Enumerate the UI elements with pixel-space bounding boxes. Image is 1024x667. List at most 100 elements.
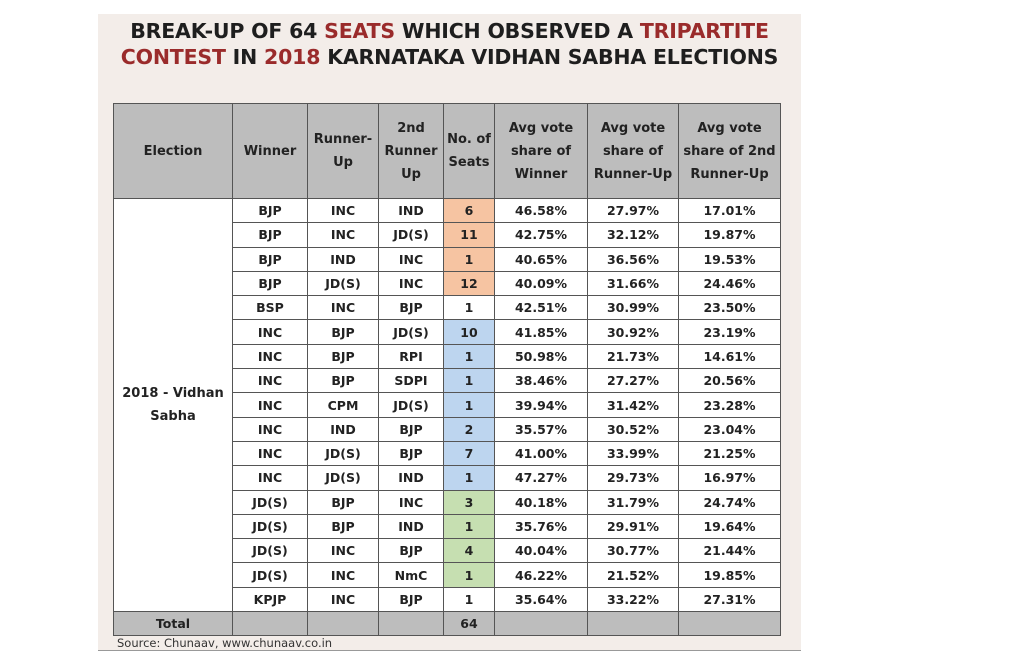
- runner-up-share-cell: 30.77%: [587, 538, 679, 564]
- table-row: JD(S) BJP IND 1 35.76% 29.91% 19.64%: [114, 513, 781, 540]
- title-segment: 2018: [264, 45, 321, 69]
- runner-up-share-cell: 29.73%: [587, 465, 679, 491]
- runner-up-share-cell: 21.73%: [587, 343, 679, 370]
- runner-up-share-cell: 31.42%: [587, 392, 679, 418]
- winner-share-cell: 39.94%: [494, 392, 588, 418]
- runner-up-share-cell: 33.22%: [587, 586, 679, 613]
- empty-cell: [678, 611, 781, 637]
- second-runner-up-share-cell: 24.74%: [678, 489, 781, 515]
- table-row: JD(S) BJP INC 3 40.18% 31.79% 24.74%: [114, 489, 781, 515]
- seats-cell: 6: [443, 197, 495, 224]
- runner-up-cell: JD(S): [307, 270, 379, 297]
- runner-up-cell: INC: [307, 197, 379, 224]
- runner-up-cell: INC: [307, 222, 379, 248]
- winner-share-cell: 46.58%: [494, 197, 588, 224]
- runner-up-cell: BJP: [307, 489, 379, 515]
- winner-share-cell: 50.98%: [494, 343, 588, 370]
- runner-up-share-cell: 33.99%: [587, 440, 679, 467]
- second-runner-up-share-cell: 19.87%: [678, 222, 781, 248]
- runner-up-share-cell: 36.56%: [587, 246, 679, 272]
- title-line-1: BREAK-UP OF 64 SEATS WHICH OBSERVED A TR…: [98, 18, 801, 44]
- second-runner-up-share-cell: 23.28%: [678, 392, 781, 418]
- winner-cell: BJP: [232, 197, 308, 224]
- runner-up-share-cell: 21.52%: [587, 562, 679, 588]
- empty-cell: [494, 611, 588, 637]
- seats-cell: 7: [443, 440, 495, 467]
- second-runner-up-cell: NmC: [378, 562, 444, 588]
- winner-share-cell: 42.75%: [494, 222, 588, 248]
- winner-cell: INC: [232, 440, 308, 467]
- winner-share-cell: 42.51%: [494, 295, 588, 321]
- seats-cell: 1: [443, 586, 495, 613]
- seats-cell: 12: [443, 270, 495, 297]
- winner-cell: JD(S): [232, 562, 308, 588]
- second-runner-up-cell: RPI: [378, 343, 444, 370]
- second-runner-up-cell: INC: [378, 270, 444, 297]
- winner-share-cell: 35.76%: [494, 513, 588, 540]
- runner-up-share-cell: 27.27%: [587, 368, 679, 394]
- second-runner-up-cell: JD(S): [378, 319, 444, 345]
- runner-up-cell: IND: [307, 416, 379, 442]
- runner-up-cell: JD(S): [307, 440, 379, 467]
- winner-cell: KPJP: [232, 586, 308, 613]
- seats-cell: 1: [443, 465, 495, 491]
- winner-cell: INC: [232, 368, 308, 394]
- second-runner-up-share-cell: 19.64%: [678, 513, 781, 540]
- second-runner-up-cell: IND: [378, 197, 444, 224]
- winner-share-cell: 38.46%: [494, 368, 588, 394]
- second-runner-up-share-cell: 14.61%: [678, 343, 781, 370]
- winner-cell: JD(S): [232, 489, 308, 515]
- winner-cell: JD(S): [232, 538, 308, 564]
- column-header: Avg vote share of 2nd Runner-Up: [678, 103, 781, 199]
- second-runner-up-share-cell: 23.04%: [678, 416, 781, 442]
- winner-share-cell: 40.18%: [494, 489, 588, 515]
- winner-cell: INC: [232, 319, 308, 345]
- title-segment: CONTEST: [120, 45, 226, 69]
- title-segment: IN: [225, 45, 264, 69]
- runner-up-share-cell: 31.66%: [587, 270, 679, 297]
- source-note: Source: Chunaav, www.chunaav.co.in: [117, 636, 333, 650]
- runner-up-share-cell: 27.97%: [587, 197, 679, 224]
- seats-cell: 1: [443, 513, 495, 540]
- winner-share-cell: 35.64%: [494, 586, 588, 613]
- winner-share-cell: 41.00%: [494, 440, 588, 467]
- winner-share-cell: 40.04%: [494, 538, 588, 564]
- second-runner-up-share-cell: 16.97%: [678, 465, 781, 491]
- title-line-2: CONTEST IN 2018 KARNATAKA VIDHAN SABHA E…: [98, 44, 801, 70]
- election-cell: 2018 - Vidhan Sabha: [113, 197, 233, 613]
- runner-up-share-cell: 29.91%: [587, 513, 679, 540]
- runner-up-share-cell: 32.12%: [587, 222, 679, 248]
- second-runner-up-cell: IND: [378, 465, 444, 491]
- seats-cell: 1: [443, 343, 495, 370]
- column-header: Avg vote share of Runner-Up: [587, 103, 679, 199]
- runner-up-cell: JD(S): [307, 465, 379, 491]
- column-header: 2nd Runner Up: [378, 103, 444, 199]
- second-runner-up-cell: BJP: [378, 586, 444, 613]
- second-runner-up-cell: BJP: [378, 416, 444, 442]
- empty-cell: [587, 611, 679, 637]
- runner-up-share-cell: 30.99%: [587, 295, 679, 321]
- second-runner-up-share-cell: 19.53%: [678, 246, 781, 272]
- runner-up-cell: BJP: [307, 513, 379, 540]
- runner-up-cell: INC: [307, 562, 379, 588]
- title-segment: KARNATAKA VIDHAN SABHA ELECTIONS: [320, 45, 779, 69]
- second-runner-up-share-cell: 21.44%: [678, 538, 781, 564]
- seats-cell: 3: [443, 489, 495, 515]
- second-runner-up-cell: BJP: [378, 295, 444, 321]
- total-row: Total 64: [113, 611, 781, 637]
- column-header: Runner-Up: [307, 103, 379, 199]
- empty-cell: [232, 611, 308, 637]
- seats-cell: 4: [443, 538, 495, 564]
- runner-up-cell: CPM: [307, 392, 379, 418]
- winner-cell: BJP: [232, 222, 308, 248]
- total-label: Total: [113, 611, 233, 637]
- winner-cell: BSP: [232, 295, 308, 321]
- column-header: Winner: [232, 103, 308, 199]
- second-runner-up-share-cell: 23.50%: [678, 295, 781, 321]
- table-row: BJP INC JD(S) 11 42.75% 32.12% 19.87%: [114, 222, 781, 248]
- runner-up-cell: INC: [307, 295, 379, 321]
- title-segment: SEATS: [324, 19, 395, 43]
- column-header: Avg vote share of Winner: [494, 103, 588, 199]
- title-segment: WHICH OBSERVED A: [394, 19, 640, 43]
- runner-up-share-cell: 30.92%: [587, 319, 679, 345]
